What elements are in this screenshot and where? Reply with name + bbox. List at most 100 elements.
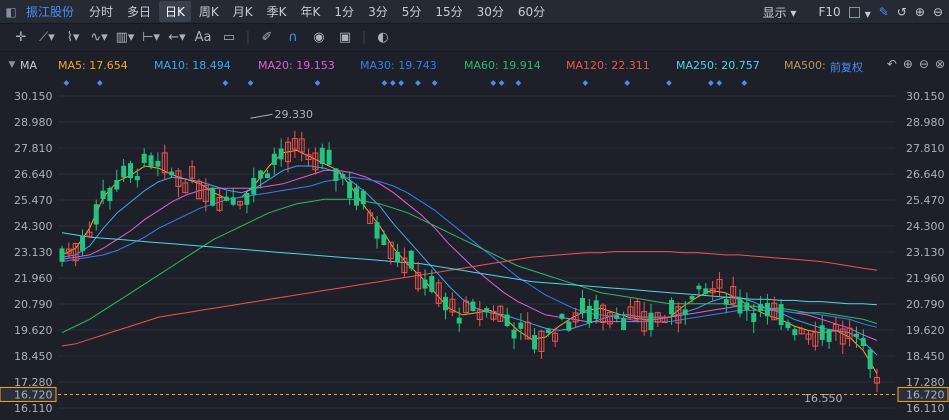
candle-body [312, 152, 319, 171]
candle-body [682, 309, 688, 316]
candle-body [65, 248, 72, 255]
wave-tool-icon[interactable]: ∿▾ [90, 30, 108, 45]
fibonacci-tool-icon[interactable]: ▥▾ [115, 30, 135, 45]
eye-icon[interactable]: ◉ [313, 30, 325, 45]
display-dropdown[interactable]: 显示 ▾ [763, 4, 797, 21]
period-tab-yearly[interactable]: 年K [300, 5, 321, 19]
close-icon[interactable]: ⊗ [934, 57, 945, 71]
period-tab-30min[interactable]: 30分 [476, 5, 504, 19]
price-adjust-toggle[interactable]: 前复权 [830, 61, 863, 74]
drawing-toolbar: ✛ ⟋▾ ⌇▾ ∿▾ ▥▾ ⊢▾ ←▾ Aa ▭ | ✐ ∩ ◉ ▣ | ◐ [0, 24, 949, 52]
period-tab-intraday[interactable]: 分时 [89, 5, 114, 19]
event-marker-icon [741, 80, 748, 86]
candle-body [730, 286, 737, 305]
candle-body [251, 177, 257, 195]
candle-body [278, 148, 284, 160]
candles [59, 130, 880, 392]
ma20-value: MA20: 19.153 [258, 59, 335, 72]
ma30-value: MA30: 19.743 [360, 59, 437, 72]
y-tick-label-left: 19.620 [14, 324, 53, 337]
event-marker-icon [63, 80, 70, 86]
candle-body [545, 329, 551, 333]
candle-body [381, 234, 387, 246]
candle-body [532, 335, 538, 350]
candle-body [86, 231, 93, 237]
collapse-chevron-icon[interactable]: ▼ [8, 60, 16, 70]
indicator-name[interactable]: MA [20, 58, 38, 72]
candle-body [559, 313, 565, 319]
back-icon[interactable]: ◧ [5, 4, 17, 19]
toggle-icon[interactable]: ◐ [377, 30, 389, 45]
period-tab-3min[interactable]: 3分 [368, 5, 388, 19]
candle-body [429, 276, 435, 292]
comment-icon[interactable]: ▭ [222, 30, 236, 45]
candle-body [435, 282, 442, 304]
event-marker-icon [624, 80, 630, 86]
undo-icon[interactable]: ↺ [896, 5, 907, 19]
candle-body [340, 174, 346, 178]
candle-body [141, 153, 147, 163]
y-tick-label-right: 24.300 [906, 220, 945, 233]
y-axis-right: 30.150 28.980 27.810 26.640 25.470 24.300 23.1… [906, 90, 945, 415]
reset-icon[interactable]: ↶ [886, 57, 897, 71]
zoom-in-icon[interactable]: ⊕ [914, 5, 925, 19]
candle-body [161, 152, 168, 174]
period-tab-60min[interactable]: 60分 [517, 5, 546, 19]
last-price-label-right: 16.720 [906, 388, 945, 401]
period-tab-5min[interactable]: 5分 [401, 5, 422, 19]
trash-icon[interactable]: ▣ [338, 30, 352, 45]
candle-body [751, 313, 757, 323]
period-tab-quarterly[interactable]: 季K [266, 5, 287, 19]
candle-body [285, 141, 292, 163]
f10-button[interactable]: F10 [818, 5, 841, 19]
candle-body [661, 317, 668, 324]
candle-body [367, 212, 374, 224]
event-marker-icon [582, 80, 589, 86]
toolbar-divider: | [361, 30, 367, 45]
period-tab-1min[interactable]: 1分 [334, 5, 355, 19]
candle-body [422, 279, 428, 289]
remove-indicator-icon[interactable]: ⊖ [918, 57, 929, 71]
candle-body [641, 311, 648, 332]
candle-body [169, 171, 175, 176]
candle-body [771, 302, 778, 321]
eraser-icon[interactable]: ✐ [261, 30, 273, 45]
candle-body [189, 166, 196, 179]
line-tool-icon[interactable]: ⟋▾ [39, 30, 55, 45]
event-marker-icon [415, 80, 421, 86]
magnet-icon[interactable]: ∩ [288, 30, 298, 45]
candle-body [107, 188, 113, 202]
caret-down-icon: ▾ [864, 6, 871, 21]
y-tick-label-right: 25.470 [906, 194, 945, 207]
checkbox-dropdown[interactable]: ▾ [848, 3, 871, 22]
candle-body [347, 181, 353, 199]
candle-body [566, 321, 572, 331]
add-indicator-icon[interactable]: ⊕ [902, 57, 913, 71]
polyline-tool-icon[interactable]: ⌇▾ [66, 30, 80, 45]
stock-name[interactable]: 振江股份 [26, 5, 75, 19]
text-tool-icon[interactable]: Aa [194, 30, 212, 45]
candle-body [812, 331, 819, 347]
candlestick-chart[interactable]: 30.150 28.980 27.810 26.640 25.470 24.300 23.1… [0, 76, 949, 420]
candle-body [216, 196, 223, 211]
candle-body [552, 332, 559, 342]
arrow-tool-icon[interactable]: ←▾ [168, 30, 186, 45]
zoom-out-icon[interactable]: ⊖ [932, 5, 943, 19]
candle-body [476, 309, 483, 321]
candle-body [408, 250, 414, 269]
measure-tool-icon[interactable]: ⊢▾ [142, 30, 160, 45]
draw-pen-icon[interactable]: ✎ [878, 5, 889, 19]
candle-body [723, 299, 729, 305]
y-tick-label-left: 21.960 [14, 272, 53, 285]
candle-body [271, 153, 277, 165]
period-tab-weekly[interactable]: 周K [198, 5, 219, 19]
candle-body [223, 196, 229, 201]
period-tab-daily[interactable]: 日K [159, 1, 191, 22]
period-tab-15min[interactable]: 15分 [435, 5, 463, 19]
crosshair-icon[interactable]: ✛ [15, 30, 27, 45]
period-tab-multiday[interactable]: 多日 [127, 5, 152, 19]
y-tick-label-right: 23.130 [906, 246, 945, 259]
high-pointer [250, 113, 273, 119]
period-tab-monthly[interactable]: 月K [232, 5, 253, 19]
candle-body [134, 176, 140, 181]
